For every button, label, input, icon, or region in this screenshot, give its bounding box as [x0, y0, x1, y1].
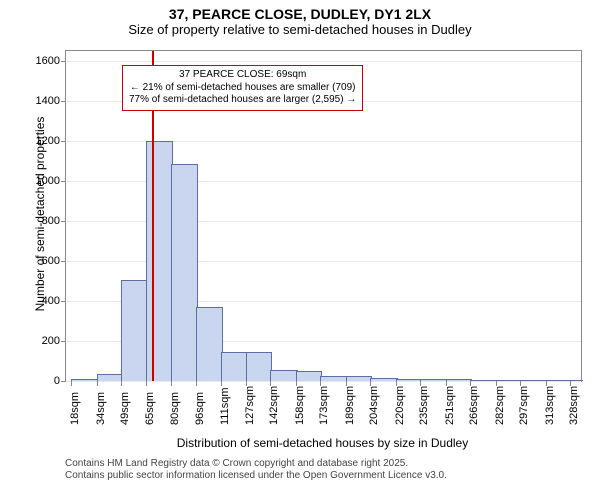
- histogram-bar: [320, 376, 348, 381]
- footer-line-1: Contains HM Land Registry data © Crown c…: [65, 458, 447, 470]
- xtick-label: 158sqm: [290, 386, 306, 425]
- histogram-bar: [270, 370, 298, 381]
- xtick-label: 96sqm: [190, 392, 206, 425]
- xtick-label: 173sqm: [314, 386, 330, 425]
- gridline: [66, 221, 581, 222]
- xtick-label: 282sqm: [490, 386, 506, 425]
- annotation-line: ← 21% of semi-detached houses are smalle…: [129, 82, 356, 95]
- annotation-line: 77% of semi-detached houses are larger (…: [129, 94, 356, 107]
- gridline: [66, 181, 581, 182]
- histogram-bar: [546, 380, 572, 381]
- chart-title-sub: Size of property relative to semi-detach…: [0, 22, 600, 41]
- xtick-label: 65sqm: [140, 392, 156, 425]
- xtick-label: 34sqm: [91, 392, 107, 425]
- xtick-label: 127sqm: [240, 386, 256, 425]
- histogram-bar: [121, 280, 149, 381]
- xtick-label: 220sqm: [390, 386, 406, 425]
- gridline: [66, 61, 581, 62]
- histogram-bar: [570, 380, 583, 381]
- histogram-bar: [470, 380, 498, 381]
- histogram-bar: [496, 380, 522, 381]
- histogram-bar: [171, 164, 199, 381]
- xtick-label: 328sqm: [564, 386, 580, 425]
- histogram-bar: [296, 371, 322, 381]
- histogram-bar: [221, 352, 249, 381]
- annotation-box: 37 PEARCE CLOSE: 69sqm← 21% of semi-deta…: [122, 65, 363, 111]
- xtick-label: 204sqm: [364, 386, 380, 425]
- xtick-label: 111sqm: [215, 387, 231, 425]
- histogram-bar: [196, 307, 222, 381]
- xtick-label: 80sqm: [165, 392, 181, 425]
- annotation-line: 37 PEARCE CLOSE: 69sqm: [129, 69, 356, 82]
- histogram-bar: [246, 352, 272, 381]
- chart-footer: Contains HM Land Registry data © Crown c…: [65, 458, 447, 482]
- xtick-label: 313sqm: [540, 386, 556, 425]
- chart-title-main: 37, PEARCE CLOSE, DUDLEY, DY1 2LX: [0, 0, 600, 22]
- ytick-label: 0: [54, 375, 66, 387]
- xtick-label: 251sqm: [440, 386, 456, 425]
- xtick-label: 142sqm: [264, 386, 280, 425]
- histogram-bar: [370, 378, 398, 381]
- chart-container: 37, PEARCE CLOSE, DUDLEY, DY1 2LX Size o…: [0, 0, 600, 500]
- footer-line-2: Contains public sector information licen…: [65, 470, 447, 482]
- y-axis-label: Number of semi-detached properties: [33, 94, 47, 334]
- x-axis-label: Distribution of semi-detached houses by …: [65, 436, 580, 450]
- plot-area: 0200400600800100012001400160018sqm34sqm4…: [65, 50, 582, 382]
- histogram-bar: [396, 379, 422, 381]
- gridline: [66, 141, 581, 142]
- xtick-label: 297sqm: [514, 386, 530, 425]
- histogram-bar: [420, 379, 448, 381]
- gridline: [66, 381, 581, 382]
- gridline: [66, 261, 581, 262]
- xtick-label: 266sqm: [464, 386, 480, 425]
- histogram-bar: [346, 376, 372, 381]
- xtick-label: 235sqm: [414, 386, 430, 425]
- histogram-bar: [97, 374, 123, 381]
- xtick-label: 18sqm: [65, 392, 81, 425]
- ytick-label: 200: [42, 335, 66, 347]
- xtick-label: 49sqm: [115, 392, 131, 425]
- histogram-bar: [446, 379, 472, 381]
- histogram-bar: [146, 141, 172, 381]
- xtick-label: 189sqm: [340, 386, 356, 425]
- histogram-bar: [71, 379, 99, 381]
- ytick-label: 1600: [36, 55, 66, 67]
- histogram-bar: [520, 380, 548, 381]
